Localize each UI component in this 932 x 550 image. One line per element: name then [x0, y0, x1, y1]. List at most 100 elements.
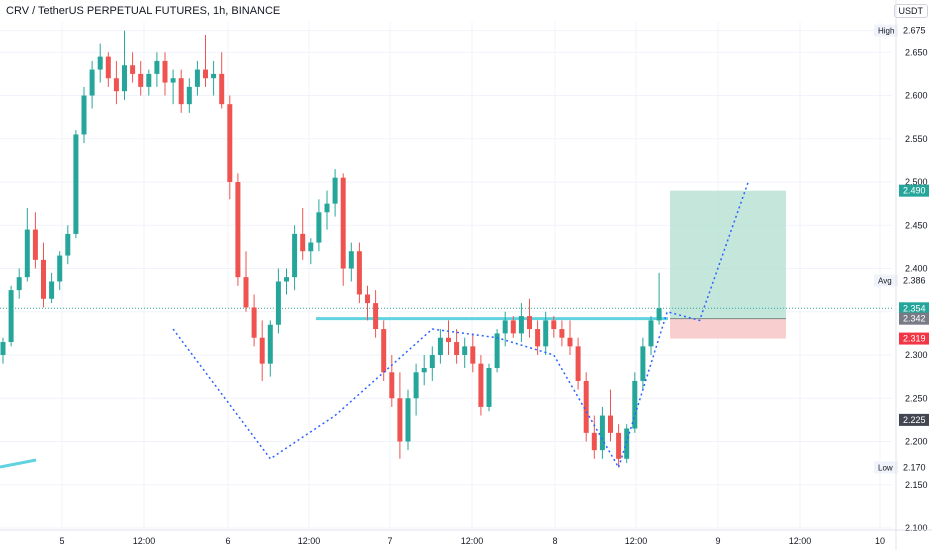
- y-tick-label: 2.250: [905, 393, 928, 403]
- candle-body: [105, 56, 111, 79]
- candle-body: [41, 259, 46, 299]
- candle-body: [405, 398, 411, 442]
- candle-body: [251, 307, 257, 338]
- price-tag-value: 2.490: [903, 186, 926, 196]
- candle-body: [284, 277, 289, 282]
- price-tag-value: 2.319: [903, 334, 926, 344]
- candle-body: [73, 134, 79, 234]
- candle-body: [146, 73, 152, 87]
- price-tag-value: 2.354: [903, 303, 926, 313]
- candle-body: [8, 290, 14, 343]
- trend-line: [0, 458, 37, 469]
- candle-body: [24, 229, 30, 278]
- candle-body: [178, 78, 184, 105]
- candle-body: [583, 380, 589, 433]
- candle-body: [162, 60, 168, 83]
- y-tick-label: 2.500: [905, 177, 928, 187]
- y-tick-label: 2.100: [905, 523, 928, 533]
- price-tag-name: Low: [878, 463, 893, 472]
- x-tick-label: 5: [59, 536, 64, 546]
- candle-body: [551, 320, 557, 330]
- candle-body: [324, 203, 330, 213]
- candle-body: [267, 324, 273, 364]
- candle-body: [89, 69, 95, 96]
- candle-body: [219, 73, 225, 105]
- price-tag-value: 2.225: [903, 415, 926, 425]
- x-tick-label: 12:00: [625, 536, 648, 546]
- price-tag-name: Avg: [878, 277, 892, 286]
- candle-body: [494, 333, 500, 368]
- x-tick-label: 9: [715, 536, 720, 546]
- candle-body: [300, 233, 306, 252]
- candle-body: [227, 104, 233, 183]
- price-tag-name: High: [878, 27, 894, 36]
- price-tag-value: 2.342: [903, 314, 926, 324]
- candle-body: [599, 415, 605, 451]
- candle-body: [138, 73, 144, 87]
- x-tick-label: 12:00: [461, 536, 484, 546]
- candle-body: [470, 346, 476, 364]
- x-tick-label: 6: [225, 536, 230, 546]
- candle-body: [32, 229, 38, 260]
- price-tag-bg: [899, 184, 929, 197]
- candle-body: [559, 329, 565, 338]
- chart-title: CRV / TetherUS PERPETUAL FUTURES, 1h, BI…: [6, 5, 281, 17]
- candle-body: [486, 367, 492, 407]
- price-tag-value: 2.170: [903, 462, 926, 472]
- stop-zone: [670, 318, 786, 339]
- candle-body: [292, 233, 298, 278]
- candle-body: [462, 346, 468, 356]
- candle-body: [154, 60, 160, 74]
- y-tick-label: 2.450: [905, 220, 928, 230]
- x-tick-label: 12:00: [298, 536, 321, 546]
- x-tick-label: 10: [875, 536, 885, 546]
- candle-body: [389, 372, 395, 399]
- candle-body: [591, 432, 597, 451]
- candle-body: [186, 86, 192, 105]
- candle-body: [16, 277, 22, 291]
- candle-body: [275, 281, 281, 325]
- candle-body: [203, 69, 208, 79]
- candle-body: [259, 337, 265, 364]
- candle-body: [543, 320, 549, 347]
- candle-body: [616, 432, 622, 459]
- price-tag-bg: [899, 274, 929, 287]
- candle-body: [397, 398, 403, 442]
- candle-body: [57, 255, 63, 282]
- y-tick-label: 2.300: [905, 350, 928, 360]
- price-tag-value: 2.386: [903, 276, 926, 286]
- candle-body: [356, 251, 362, 295]
- candle-body: [518, 316, 524, 334]
- candle-body: [130, 65, 136, 74]
- candle-body: [421, 367, 427, 373]
- candle-body: [502, 320, 508, 334]
- candle-body: [373, 303, 379, 330]
- candle-body: [510, 320, 516, 334]
- y-tick-label: 2.600: [905, 91, 928, 101]
- candle-body: [535, 329, 541, 347]
- price-tag-bg: [899, 312, 929, 325]
- candle-body: [381, 329, 387, 373]
- candle-body: [316, 212, 322, 243]
- candle-body: [97, 56, 103, 70]
- candle-body: [624, 428, 630, 459]
- y-tick-label: 2.650: [905, 47, 928, 57]
- candle-body: [567, 337, 573, 347]
- price-tag-bg: [899, 24, 929, 37]
- pattern-projection: [172, 181, 749, 470]
- y-tick-label: 2.200: [905, 437, 928, 447]
- candle-body: [413, 372, 419, 399]
- price-tag-bg: [899, 413, 929, 426]
- candle-body: [49, 281, 55, 299]
- price-tag-bg: [899, 332, 929, 345]
- target-zone: [670, 190, 786, 319]
- candle-body: [648, 320, 654, 347]
- price-tag-bg: [874, 24, 898, 37]
- candle-body: [308, 242, 314, 252]
- currency-button[interactable]: USDT: [893, 4, 928, 18]
- y-tick-label: 2.150: [905, 480, 928, 490]
- x-tick-label: 8: [552, 536, 557, 546]
- candle-body: [81, 95, 87, 135]
- price-tag-bg: [874, 274, 898, 287]
